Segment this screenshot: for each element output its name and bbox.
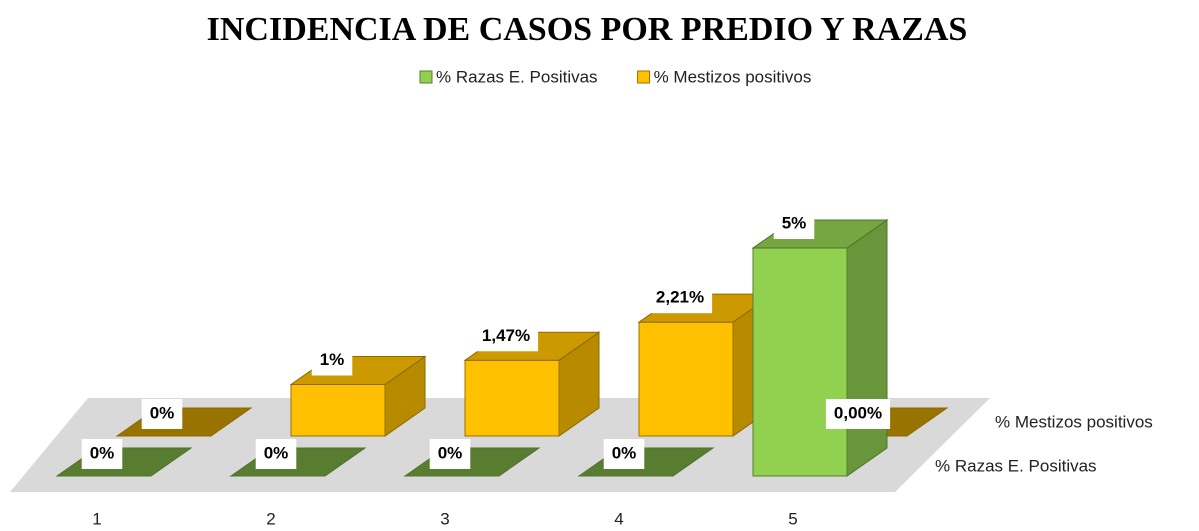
bar-front (290, 384, 386, 437)
data-label: 1% (320, 350, 345, 369)
data-label-box (603, 439, 645, 469)
data-label-box (429, 439, 471, 469)
x-tick-label: 4 (614, 509, 623, 528)
bar-front (464, 359, 560, 437)
bar-side (846, 219, 888, 477)
data-label-box (311, 345, 353, 376)
x-tick-label: 2 (266, 509, 275, 528)
data-label: 1,47% (482, 326, 530, 345)
bar-front (752, 247, 848, 477)
data-label-box (825, 399, 891, 429)
data-label-box (647, 283, 713, 314)
bar (751, 219, 889, 477)
data-label-box (81, 439, 123, 469)
bar (463, 331, 601, 437)
data-label: 0% (150, 403, 175, 422)
data-label: 5% (782, 213, 807, 232)
data-label-box (255, 439, 297, 469)
data-label-box (773, 209, 815, 239)
legend-swatch (637, 70, 651, 84)
depth-label: % Mestizos positivos (995, 412, 1153, 431)
data-label: 0% (612, 443, 637, 462)
data-label: 2,21% (656, 288, 704, 307)
x-tick-label: 1 (92, 509, 101, 528)
data-label: 0% (264, 443, 289, 462)
data-label: 0,00% (834, 403, 882, 422)
data-label: 0% (90, 443, 115, 462)
legend-label: % Razas E. Positivas (436, 67, 598, 86)
data-label: 0% (438, 443, 463, 462)
bar-front (638, 321, 734, 437)
data-label-box (141, 399, 183, 429)
x-tick-label: 3 (440, 509, 449, 528)
x-tick-label: 5 (788, 509, 797, 528)
data-label-box (473, 321, 539, 352)
legend-swatch (419, 70, 433, 84)
depth-label: % Razas E. Positivas (935, 456, 1097, 475)
chart-title: INCIDENCIA DE CASOS POR PREDIO Y RAZAS (207, 11, 968, 48)
legend-label: % Mestizos positivos (654, 67, 812, 86)
